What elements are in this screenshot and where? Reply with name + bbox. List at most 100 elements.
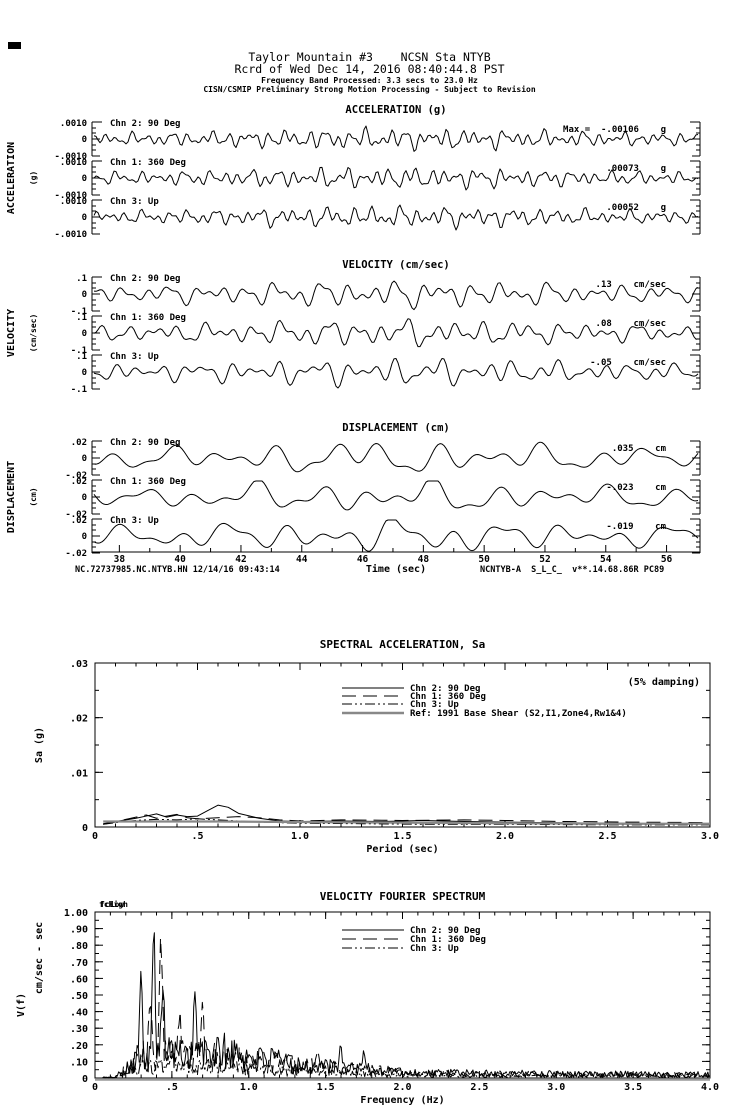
fourier-xtick-label: 3.0 [547, 1082, 565, 1093]
record-id-footer: NC.72737985.NC.NTYB.HN 12/14/16 09:43:14 [75, 565, 280, 575]
sa-series [103, 818, 710, 826]
fourier-ylabel-units: cm/sec - sec [34, 922, 45, 994]
fourier-xtick-label: 1.5 [317, 1082, 335, 1093]
processing-note: CISN/CSMIP Preliminary Strong Motion Pro… [203, 85, 536, 94]
max-value-label: .00052 g [606, 203, 666, 213]
ytick-label: .1 [76, 352, 87, 362]
panel-title: VELOCITY (cm/sec) [342, 259, 449, 271]
ytick-label: 0 [82, 135, 87, 145]
channel-label: Chn 2: 90 Deg [110, 274, 180, 284]
fourier-ytick-label: .70 [70, 958, 88, 969]
max-value-label: .00073 g [606, 164, 666, 174]
time-tick-label: 50 [478, 554, 490, 565]
damping-note: (5% damping) [628, 676, 700, 688]
fourier-series [102, 932, 710, 1079]
panel-title: DISPLACEMENT (cm) [342, 422, 449, 434]
legend-label: Chn 2: 90 Deg [410, 684, 480, 694]
max-value-label: -.023 cm [606, 483, 666, 493]
waveform-velocity [93, 318, 699, 348]
time-tick-label: 48 [418, 554, 430, 565]
fourier-xlabel: Frequency (Hz) [360, 1095, 444, 1106]
panel-ylabel: ACCELERATION [6, 142, 17, 214]
channel-label: Chn 3: Up [110, 352, 159, 362]
ytick-label: 0 [82, 174, 87, 184]
max-value-label: .08 cm/sec [596, 319, 666, 329]
waveform-acceleration [93, 204, 699, 231]
channel-label: Chn 1: 360 Deg [110, 477, 186, 487]
ytick-label: .0010 [60, 197, 87, 207]
fourier-xtick-label: 4.0 [701, 1082, 719, 1093]
ytick-label: -.02 [65, 549, 87, 559]
sa-ytick-label: .02 [70, 714, 88, 725]
sa-ylabel: Sa (g) [34, 727, 45, 763]
sa-xtick-label: 3.0 [701, 831, 719, 842]
legend-label: Chn 1: 360 Deg [410, 935, 486, 945]
legend-label: Chn 3: Up [410, 944, 459, 954]
ytick-label: -.0010 [54, 152, 87, 162]
fourier-xtick-label: .5 [166, 1082, 178, 1093]
max-value-label: -.019 cm [606, 522, 666, 532]
ytick-label: .1 [76, 274, 87, 284]
frequency-band-note: Frequency Band Processed: 3.3 secs to 23… [261, 76, 478, 85]
sa-xtick-label: 1.5 [393, 831, 411, 842]
waveform-velocity [93, 280, 699, 311]
ytick-label: .1 [76, 313, 87, 323]
time-tick-label: 42 [235, 554, 246, 565]
time-tick-label: 46 [357, 554, 369, 565]
max-value-label: Max = -.00106 g [563, 125, 666, 135]
sa-xtick-label: 2.0 [496, 831, 514, 842]
fourier-title: VELOCITY FOURIER SPECTRUM [320, 890, 486, 903]
sa-series [103, 813, 711, 825]
plot-frame [94, 911, 711, 1079]
panel-ylabel-units: (cm) [29, 487, 38, 506]
panel-ylabel-units: (cm/sec) [29, 314, 38, 353]
panel-ylabel-units: (g) [29, 171, 38, 185]
ytick-label: .02 [71, 477, 87, 487]
sa-ytick-label: .03 [70, 659, 88, 670]
fourier-xtick-label: 1.0 [240, 1082, 258, 1093]
sa-ytick-label: .01 [70, 768, 88, 779]
panel-ylabel: DISPLACEMENT [6, 461, 17, 533]
waveform-displacement [93, 480, 699, 511]
ytick-label: .0010 [60, 119, 87, 129]
legend-label: Chn 3: Up [410, 700, 459, 710]
record-timestamp: Rcrd of Wed Dec 14, 2016 08:40:44.8 PST [234, 62, 505, 76]
ytick-label: -.1 [71, 346, 87, 356]
fourier-xtick-label: 2.0 [393, 1082, 411, 1093]
record-title: Taylor Mountain #3 NCSN Sta NTYB [248, 50, 491, 64]
channel-label: Chn 2: 90 Deg [110, 119, 180, 129]
fourier-ytick-label: .90 [70, 925, 88, 936]
time-tick-label: 54 [600, 554, 612, 565]
sa-ytick-label: 0 [82, 823, 88, 834]
fourier-ytick-label: .40 [70, 1008, 88, 1019]
waveform-acceleration [93, 166, 699, 191]
channel-label: Chn 2: 90 Deg [110, 438, 180, 448]
fourier-ytick-label: 1.00 [64, 908, 88, 919]
ytick-label: -.02 [65, 510, 87, 520]
ytick-label: -.1 [71, 307, 87, 317]
ytick-label: 0 [82, 213, 87, 223]
ytick-label: 0 [82, 493, 87, 503]
sa-xtick-label: .5 [191, 831, 203, 842]
time-tick-label: 56 [661, 554, 673, 565]
fourier-ylabel: V(f) [16, 993, 27, 1017]
ytick-label: .02 [71, 438, 87, 448]
fc-high-annotation: fcHigh [99, 899, 128, 909]
fourier-ytick-label: .60 [70, 974, 88, 985]
time-tick-label: 44 [296, 554, 308, 565]
fourier-ytick-label: .10 [70, 1057, 88, 1068]
ytick-label: 0 [82, 532, 87, 542]
sa-xtick-label: 0 [92, 831, 98, 842]
ytick-label: .02 [71, 516, 87, 526]
time-tick-label: 38 [114, 554, 126, 565]
waveform-displacement [93, 441, 699, 473]
ytick-label: .0010 [60, 158, 87, 168]
ytick-label: 0 [82, 290, 87, 300]
legend-label: Ref: 1991 Base Shear (S2,I1,Zone4,Rw1&4) [410, 709, 627, 719]
time-tick-label: 40 [174, 554, 186, 565]
ytick-label: -.02 [65, 471, 87, 481]
fourier-xtick-label: 3.5 [624, 1082, 642, 1093]
ytick-label: 0 [82, 454, 87, 464]
